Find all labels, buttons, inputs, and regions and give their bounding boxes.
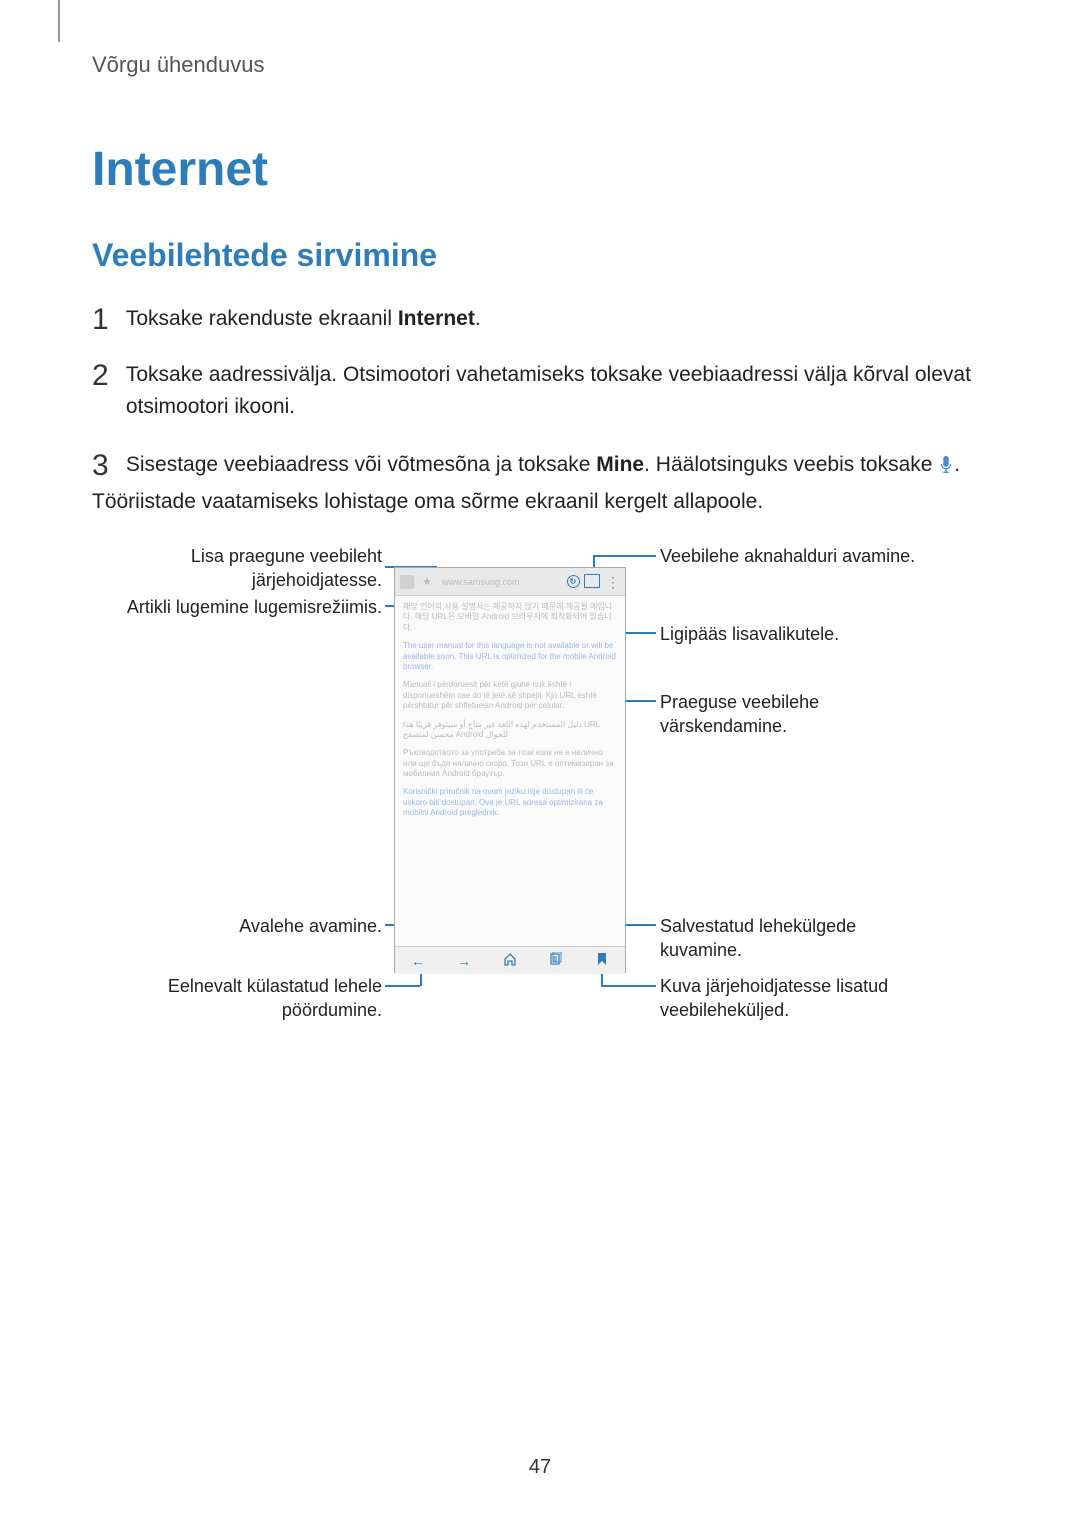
browser-navbar: ← →: [395, 946, 625, 974]
step-text: Sisestage veebiaadress või võtmesõna ja …: [126, 443, 996, 481]
tabs-icon[interactable]: [585, 574, 601, 590]
leader-line: [385, 985, 420, 987]
text: kuvamine.: [660, 940, 742, 960]
callout-bookmarks: Kuva järjehoidjatesse lisatud veebilehek…: [660, 974, 1020, 1023]
text: Eelnevalt külastatud lehele: [168, 976, 382, 996]
text: . Häälotsinguks veebis toksake: [644, 453, 938, 476]
callout-tabs: Veebilehe aknahalduri avamine.: [660, 544, 1020, 568]
content-block: The user manual for this language is not…: [403, 641, 617, 672]
leader-line: [601, 985, 656, 987]
callout-home: Avalehe avamine.: [192, 914, 382, 938]
bookmarks-icon[interactable]: [595, 952, 609, 969]
step-2: 2 Toksake aadressivälja. Otsimootori vah…: [92, 353, 996, 422]
address-bar: ★ www.samsung.com ↻ ⋮: [395, 568, 625, 596]
mic-icon: [938, 455, 954, 475]
forward-icon[interactable]: →: [457, 953, 471, 969]
step-3: 3 Sisestage veebiaadress või võtmesõna j…: [92, 443, 996, 488]
text: värskendamine.: [660, 716, 787, 736]
saved-pages-icon[interactable]: [549, 952, 563, 969]
page-title: Internet: [92, 142, 268, 197]
bold-term: Internet: [398, 307, 475, 330]
page-number: 47: [0, 1456, 1080, 1479]
text: Salvestatud lehekülgede: [660, 916, 856, 936]
reader-mode-icon[interactable]: [399, 574, 415, 590]
text: .: [475, 307, 481, 330]
more-icon[interactable]: ⋮: [605, 574, 621, 590]
text: järjehoidjatesse.: [252, 570, 382, 590]
text: Sisestage veebiaadress või võtmesõna ja …: [126, 453, 596, 476]
step-text: Toksake rakenduste ekraanil Internet.: [126, 297, 996, 335]
step-number: 1: [92, 297, 120, 342]
content-block: Korisnički priručnik na ovom jeziku nije…: [403, 787, 617, 818]
text: Praeguse veebilehe: [660, 692, 819, 712]
step-number: 3: [92, 443, 120, 488]
text: Toksake rakenduste ekraanil: [126, 307, 398, 330]
leader-line: [593, 555, 656, 557]
step-text: Toksake aadressivälja. Otsimootori vahet…: [126, 353, 996, 422]
bold-term: Mine: [596, 453, 644, 476]
page-subtitle: Veebilehtede sirvimine: [92, 237, 437, 274]
step-1: 1 Toksake rakenduste ekraanil Internet.: [92, 297, 996, 342]
phone-screenshot: ★ www.samsung.com ↻ ⋮ 해당 언어의 사용 설명서는 제공하…: [394, 567, 626, 973]
content-block: Ръководството за употреба за този език н…: [403, 748, 617, 779]
bookmark-star-icon[interactable]: ★: [419, 574, 435, 590]
callout-saved: Salvestatud lehekülgede kuvamine.: [660, 914, 1020, 963]
step-number: 2: [92, 353, 120, 398]
text: Kuva järjehoidjatesse lisatud: [660, 976, 888, 996]
text: Lisa praegune veebileht: [191, 546, 382, 566]
paragraph: Tööriistade vaatamiseks lohistage oma sõ…: [92, 490, 763, 514]
content-block: Manuali i përdoruesit për këtë gjuhë nuk…: [403, 680, 617, 711]
section-header: Võrgu ühenduvus: [92, 52, 264, 78]
home-icon[interactable]: [503, 952, 517, 969]
content-block: 해당 언어의 사용 설명서는 제공하지 않기 때문에 제공될 예입니다. 해당 …: [403, 602, 617, 633]
text: pöördumine.: [282, 1000, 382, 1020]
content-block: دليل المستخدم لهذه اللغة غير متاح أو سيت…: [403, 720, 617, 741]
back-icon[interactable]: ←: [411, 953, 425, 969]
refresh-icon[interactable]: ↻: [565, 574, 581, 590]
callout-more: Ligipääs lisavalikutele.: [660, 622, 1020, 646]
url-field[interactable]: www.samsung.com: [439, 577, 561, 587]
callout-reader: Artikli lugemine lugemisrežiimis.: [72, 595, 382, 619]
callout-bookmark: Lisa praegune veebileht järjehoidjatesse…: [92, 544, 382, 593]
text: veebileheküljed.: [660, 1000, 789, 1020]
callout-refresh: Praeguse veebilehe värskendamine.: [660, 690, 1020, 739]
page-edge-mark: [58, 0, 60, 42]
callout-back: Eelnevalt külastatud lehele pöördumine.: [112, 974, 382, 1023]
browser-content: 해당 언어의 사용 설명서는 제공하지 않기 때문에 제공될 예입니다. 해당 …: [395, 596, 625, 946]
